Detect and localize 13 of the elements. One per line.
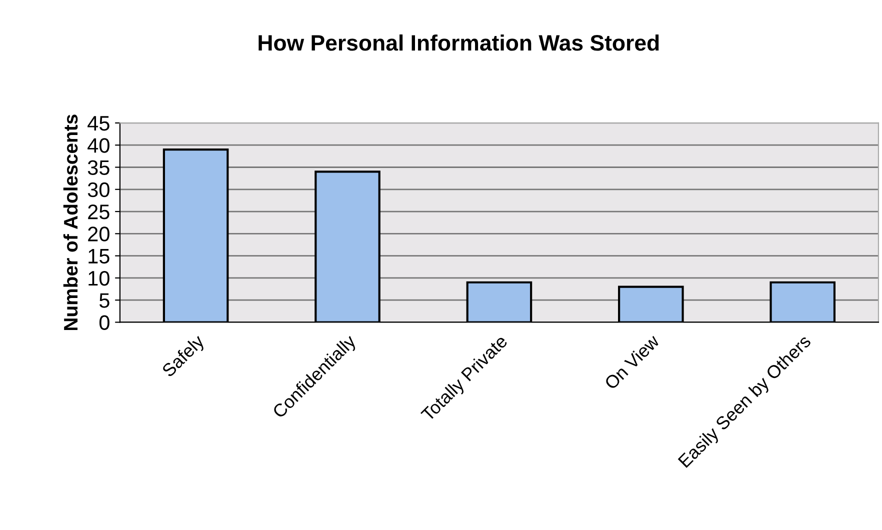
y-tick-label: 0 (99, 315, 110, 330)
y-tick-label: 15 (88, 249, 110, 264)
chart-title: How Personal Information Was Stored (258, 34, 659, 51)
x-tick-label: On View (603, 333, 660, 390)
y-tick-label: 35 (88, 160, 110, 175)
y-tick-label: 40 (88, 138, 110, 153)
y-tick-label: 30 (88, 182, 110, 198)
y-tick-label: 25 (88, 204, 110, 220)
y-tick-label: 5 (99, 293, 110, 308)
y-tick-label: 10 (88, 270, 110, 286)
y-tick-label: 45 (88, 116, 110, 131)
y-axis-title: Number of Adolescents (63, 114, 78, 330)
y-tick-label: 20 (88, 226, 110, 242)
